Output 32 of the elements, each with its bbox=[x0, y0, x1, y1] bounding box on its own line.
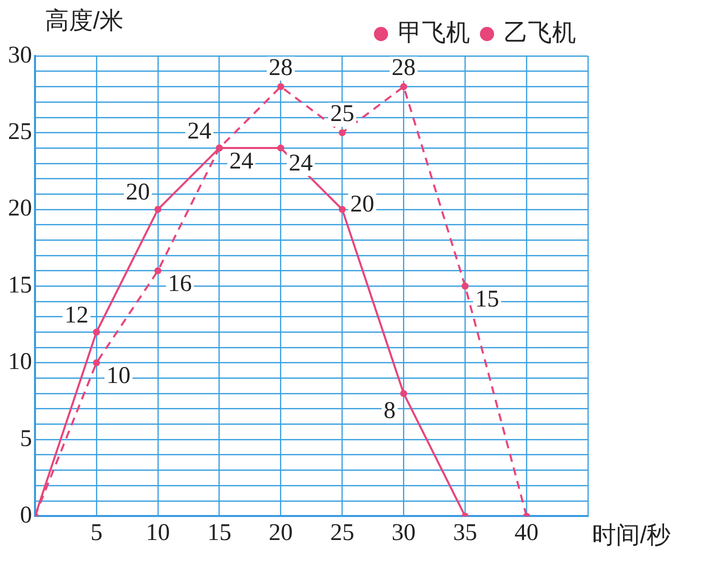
y-tick-label: 5 bbox=[20, 426, 32, 452]
data-label: 12 bbox=[64, 302, 88, 328]
data-label: 20 bbox=[126, 180, 150, 206]
y-axis-title: 高度/米 bbox=[45, 8, 124, 35]
data-label: 24 bbox=[187, 118, 212, 144]
x-tick-label: 20 bbox=[268, 520, 293, 546]
data-label: 25 bbox=[330, 100, 354, 127]
data-label: 28 bbox=[268, 54, 293, 81]
y-tick-label: 20 bbox=[8, 196, 32, 222]
x-axis-title: 时间/秒 bbox=[592, 522, 671, 549]
y-tick-label: 30 bbox=[8, 42, 32, 68]
data-label: 10 bbox=[106, 363, 130, 390]
data-label: 15 bbox=[475, 286, 500, 312]
data-label: 28 bbox=[392, 54, 416, 81]
data-label: 8 bbox=[384, 398, 396, 424]
data-label: 24 bbox=[229, 148, 254, 174]
x-tick-label: 25 bbox=[330, 520, 354, 546]
data-label: 16 bbox=[168, 271, 192, 298]
data-label: 20 bbox=[350, 192, 374, 218]
x-tick-label: 30 bbox=[392, 520, 416, 546]
y-tick-label: 10 bbox=[8, 349, 32, 376]
x-tick-label: 35 bbox=[453, 520, 478, 546]
x-tick-label: 15 bbox=[207, 520, 232, 546]
data-label: 24 bbox=[288, 150, 313, 176]
x-tick-label: 10 bbox=[146, 520, 170, 546]
y-tick-label: 15 bbox=[8, 272, 32, 298]
legend-label: 甲飞机 bbox=[398, 20, 470, 47]
y-tick-label: 0 bbox=[20, 502, 32, 528]
x-tick-label: 5 bbox=[90, 520, 102, 546]
y-tick-label: 25 bbox=[8, 118, 32, 145]
x-tick-label: 40 bbox=[514, 520, 539, 546]
legend-label: 乙飞机 bbox=[504, 20, 576, 47]
